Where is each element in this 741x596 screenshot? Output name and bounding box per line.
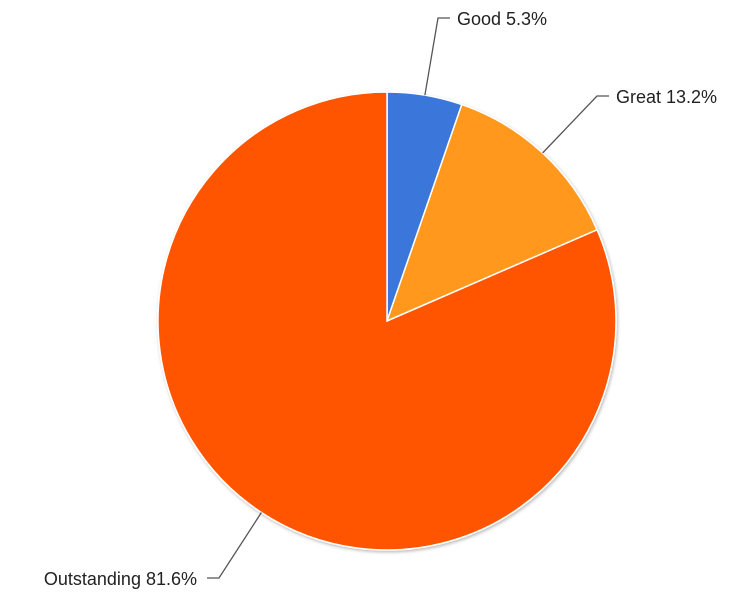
leader-line-great — [542, 95, 609, 154]
slice-label-good: Good 5.3% — [457, 9, 547, 29]
leader-line-outstanding — [207, 512, 262, 579]
pie-slices — [157, 91, 617, 551]
slice-label-outstanding: Outstanding 81.6% — [44, 569, 197, 589]
slice-label-great: Great 13.2% — [616, 87, 717, 107]
leader-line-good — [424, 17, 450, 96]
pie-slice-outstanding — [157, 91, 617, 551]
pie-labels: Good 5.3% Great 13.2% Outstanding 81.6% — [44, 9, 717, 589]
